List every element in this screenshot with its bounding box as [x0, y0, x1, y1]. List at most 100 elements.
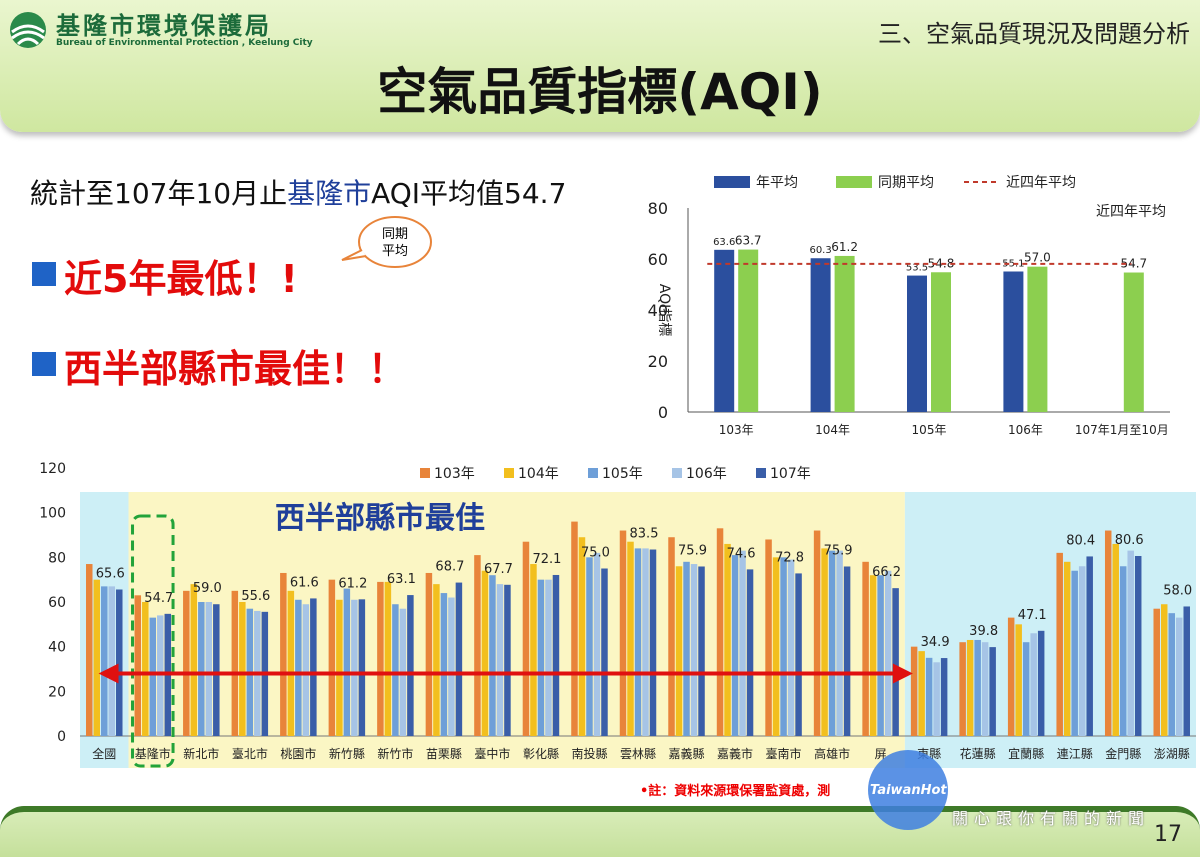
bar-107年	[892, 588, 899, 736]
bar-106年	[448, 597, 455, 736]
bar-103年	[183, 590, 190, 736]
bar-104年	[675, 566, 683, 736]
x-tick-label: 新竹縣	[329, 746, 365, 761]
bar-104年	[1112, 543, 1119, 736]
bar-107年	[989, 647, 996, 736]
bar-103年	[1104, 530, 1112, 736]
bar-105年	[343, 588, 351, 736]
x-tick-label: 苗栗縣	[426, 747, 462, 761]
data-label: 75.0	[581, 546, 610, 561]
bar-107年	[1134, 555, 1142, 736]
x-tick-label: 臺北市	[232, 746, 268, 761]
bar-106年	[157, 615, 164, 736]
org-name: 基隆市環境保護局	[56, 12, 272, 40]
bar-106年	[787, 559, 795, 736]
bar-104年	[724, 543, 731, 736]
data-label: 54.7	[1120, 257, 1147, 271]
bar-同期平均	[931, 272, 951, 412]
bar-106年	[739, 550, 746, 736]
bar-104年	[1015, 624, 1022, 736]
bar-105年	[877, 575, 884, 736]
data-label: 72.1	[532, 552, 561, 567]
bar-103年	[862, 561, 869, 736]
y-tick-label: 100	[39, 506, 66, 522]
bar-107年	[1086, 556, 1093, 736]
bar-103年	[1056, 552, 1063, 736]
bar-106年	[205, 602, 213, 736]
y-tick-label: 80	[48, 550, 66, 566]
bullet-square-icon	[32, 352, 56, 376]
bar-103年	[716, 528, 724, 736]
bar-104年	[1160, 604, 1168, 736]
legend-label: 106年	[686, 466, 727, 482]
bar-同期平均	[1027, 266, 1048, 412]
bar-年平均	[714, 249, 735, 412]
bar-103年	[231, 590, 239, 736]
legend-swatch	[836, 176, 872, 188]
data-label: 58.0	[1163, 583, 1192, 598]
bar-105年	[586, 557, 593, 736]
bar-103年	[134, 595, 142, 736]
bar-105年	[780, 557, 787, 736]
bar-107年	[649, 549, 657, 736]
data-label: 68.7	[435, 560, 464, 575]
bar-106年	[108, 586, 116, 736]
bar-106年	[1030, 633, 1037, 736]
data-label: 61.2	[831, 240, 858, 254]
bar-同期平均	[738, 249, 759, 412]
x-tick-label: 嘉義市	[717, 746, 753, 761]
legend-label: 105年	[602, 466, 643, 482]
bar-106年	[981, 642, 989, 736]
x-tick-label: 104年	[815, 423, 850, 437]
data-label: 72.8	[775, 550, 804, 565]
section-title: 三、空氣品質現況及問題分析	[878, 20, 1190, 48]
bar-107年	[1183, 606, 1190, 736]
y-tick-label: 0	[57, 729, 66, 745]
bar-106年	[642, 548, 649, 736]
bar-103年	[425, 572, 433, 736]
data-label: 54.8	[928, 256, 955, 270]
bar-103年	[377, 581, 384, 736]
bar-104年	[336, 599, 343, 736]
data-label: 53.5	[906, 263, 928, 274]
bar-年平均	[907, 275, 927, 412]
bar-107年	[843, 566, 851, 736]
y-tick-label: 60	[648, 250, 668, 269]
bar-107年	[746, 569, 754, 736]
bar-104年	[433, 584, 440, 736]
chart-annotation: 西半部縣市最佳	[275, 501, 485, 536]
bar-104年	[384, 581, 392, 736]
summary-statement: 統計至107年10月止基隆市AQI平均值54.7	[30, 172, 566, 212]
x-tick-label: 雲林縣	[620, 747, 656, 761]
x-tick-label: 臺南市	[766, 746, 802, 761]
bar-105年	[149, 617, 157, 736]
bar-107年	[358, 599, 366, 736]
y-tick-label: 40	[648, 301, 668, 320]
bar-105年	[974, 639, 981, 736]
x-tick-label: 新北市	[183, 746, 219, 761]
callout-bubble: 同期 平均	[341, 216, 432, 268]
bar-103年	[280, 572, 287, 736]
bar-104年	[869, 575, 877, 736]
data-label: 65.6	[96, 566, 125, 581]
x-tick-label: 金門縣	[1105, 746, 1141, 761]
legend-label: 104年	[518, 466, 559, 482]
bar-106年	[1127, 550, 1134, 736]
bar-105年	[1071, 570, 1078, 736]
x-tick-label: 嘉義縣	[669, 746, 705, 761]
y-tick-label: 20	[648, 352, 668, 371]
bar-同期平均	[1123, 272, 1144, 412]
x-tick-label: 基隆市	[135, 746, 171, 761]
bar-105年	[634, 548, 642, 736]
data-label: 34.9	[921, 635, 950, 650]
legend-swatch	[504, 468, 514, 478]
bullet-square-icon	[32, 262, 56, 286]
bar-104年	[190, 584, 198, 736]
data-label: 61.6	[290, 575, 319, 590]
data-label: 67.7	[484, 562, 513, 577]
y-tick-label: 60	[48, 595, 66, 611]
bar-105年	[1119, 566, 1127, 736]
bar-年平均	[810, 258, 831, 412]
footnote: •註：資料來源環保署監資處，測	[640, 784, 831, 799]
x-tick-label: 臺中市	[474, 746, 510, 761]
